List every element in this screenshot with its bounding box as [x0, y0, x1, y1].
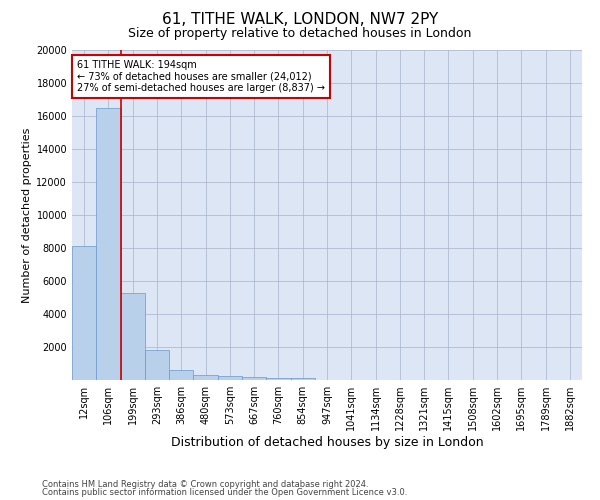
Text: Contains HM Land Registry data © Crown copyright and database right 2024.: Contains HM Land Registry data © Crown c…: [42, 480, 368, 489]
Bar: [72, 246, 96, 380]
Bar: [169, 370, 193, 380]
Bar: [290, 378, 315, 380]
Bar: [145, 350, 169, 380]
Text: 61, TITHE WALK, LONDON, NW7 2PY: 61, TITHE WALK, LONDON, NW7 2PY: [162, 12, 438, 28]
X-axis label: Distribution of detached houses by size in London: Distribution of detached houses by size …: [170, 436, 484, 449]
Bar: [193, 374, 218, 380]
Bar: [121, 292, 145, 380]
Y-axis label: Number of detached properties: Number of detached properties: [22, 128, 32, 302]
Text: Contains public sector information licensed under the Open Government Licence v3: Contains public sector information licen…: [42, 488, 407, 497]
Bar: [266, 378, 290, 380]
Text: Size of property relative to detached houses in London: Size of property relative to detached ho…: [128, 28, 472, 40]
Text: 61 TITHE WALK: 194sqm
← 73% of detached houses are smaller (24,012)
27% of semi-: 61 TITHE WALK: 194sqm ← 73% of detached …: [77, 60, 325, 93]
Bar: [218, 376, 242, 380]
Bar: [242, 377, 266, 380]
Bar: [96, 108, 121, 380]
